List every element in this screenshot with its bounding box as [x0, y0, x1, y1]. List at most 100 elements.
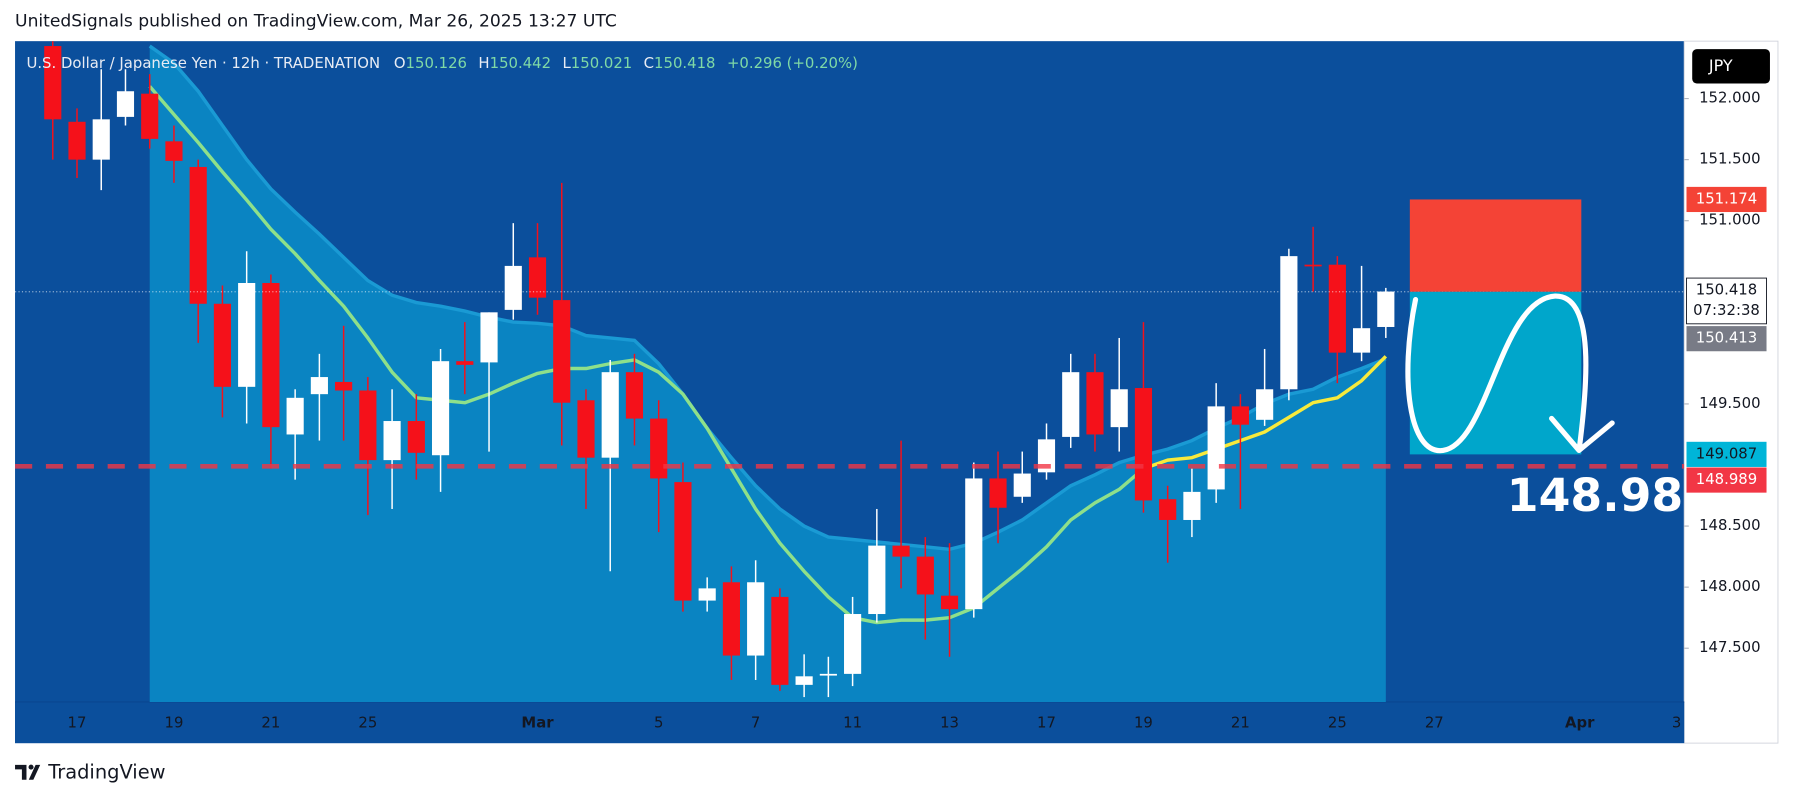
x-tick-label: 21 — [1231, 714, 1250, 732]
candle-body — [1159, 499, 1177, 520]
y-tick-label: 148.500 — [1699, 516, 1760, 534]
candle-body — [310, 377, 328, 395]
candle-body — [1256, 389, 1274, 420]
band-edge — [148, 44, 1387, 552]
symbol-legend: U.S. Dollar / Japanese Yen · 12h · TRADE… — [26, 54, 857, 72]
countdown-label: 07:32:38 — [1693, 301, 1760, 319]
logo-dot — [28, 764, 34, 770]
candle-body — [819, 673, 837, 676]
candle-body — [92, 119, 110, 160]
level-price-label: 148.989 — [1696, 470, 1757, 488]
last-price-box — [1686, 277, 1767, 325]
candle-body — [1280, 256, 1298, 390]
candle-body — [528, 257, 547, 298]
candle-body — [44, 46, 62, 120]
axes-layer: 152.000 151.500 151.000 149.500 148.500 148.0… — [68, 89, 1767, 732]
candle-body — [916, 556, 934, 595]
candle-body — [940, 595, 959, 610]
brand-name: TradingView — [47, 760, 165, 783]
x-tick-label: 17 — [68, 714, 87, 732]
candle-body — [189, 166, 207, 304]
last-price-label: 150.418 — [1696, 281, 1757, 299]
x-tick-label: 21 — [261, 714, 280, 732]
symbol-name: U.S. Dollar / Japanese Yen · 12h · TRADE… — [26, 54, 380, 72]
candle-body — [238, 283, 256, 387]
currency-badge[interactable] — [1692, 49, 1770, 84]
candle-body — [1304, 264, 1322, 267]
y-tick-label: 151.500 — [1699, 150, 1760, 168]
candle-body — [650, 418, 668, 479]
currency-label: JPY — [1708, 56, 1733, 75]
candle-body — [625, 372, 644, 419]
candle-body — [407, 421, 425, 453]
candle-body — [480, 312, 498, 363]
candle-body — [456, 361, 474, 365]
moving-average — [1142, 355, 1388, 471]
candle-body — [771, 596, 789, 685]
candle-body — [116, 91, 135, 117]
candle-body — [747, 582, 765, 656]
candle-body — [553, 300, 571, 403]
x-tick-label: 13 — [940, 714, 959, 732]
candle-body — [795, 676, 813, 685]
candle-body — [601, 372, 619, 458]
x-tick-label: 5 — [654, 714, 663, 732]
candle-body — [965, 478, 983, 610]
logo-icon — [15, 764, 41, 780]
candle-body — [1110, 389, 1128, 428]
target-price-label-box — [1686, 441, 1767, 467]
price-axis — [1683, 40, 1779, 744]
candle-body — [1328, 264, 1346, 353]
candle-body — [1353, 328, 1371, 353]
x-tick-label: Mar — [521, 714, 554, 732]
candle-body — [674, 482, 692, 601]
x-tick-label: Apr — [1565, 714, 1595, 732]
x-tick-label: 25 — [1328, 714, 1347, 732]
candle-body — [431, 361, 450, 456]
stop-zone — [1409, 199, 1582, 292]
level-price-label-box — [1686, 467, 1767, 493]
candle-body — [868, 545, 886, 615]
time-axis — [15, 701, 1685, 744]
ohlc-value: 150.442 — [490, 54, 551, 72]
ohlc-value: 150.418 — [654, 54, 715, 72]
candle-body — [504, 265, 522, 310]
drawn-arrow — [1405, 293, 1615, 454]
stop-price-label-box — [1686, 186, 1767, 213]
bid-price-label-box — [1686, 326, 1767, 352]
candle-body — [989, 478, 1007, 508]
candle-body — [1377, 291, 1395, 327]
y-tick-label: 148.000 — [1699, 577, 1760, 595]
x-tick-label: 19 — [1134, 714, 1153, 732]
bid-price-label: 150.413 — [1696, 329, 1757, 347]
candle-body — [165, 141, 183, 161]
candle-body — [213, 303, 232, 387]
candle-body — [698, 588, 716, 601]
candle-body — [262, 283, 280, 428]
candle-body — [722, 582, 740, 656]
x-tick-label: 7 — [751, 714, 760, 732]
x-tick-label: 19 — [164, 714, 183, 732]
candle-body — [1231, 406, 1249, 425]
x-tick-label: 11 — [843, 714, 862, 732]
candle-body — [286, 397, 304, 435]
candle-body — [1207, 406, 1225, 490]
candle-body — [577, 400, 595, 458]
y-tick-label: 149.500 — [1699, 394, 1760, 412]
level-annotation: 148.98 — [1507, 469, 1683, 522]
y-tick-label: 151.000 — [1699, 211, 1760, 229]
candle-body — [359, 390, 377, 461]
candle-body — [1013, 473, 1031, 497]
candle-body — [1062, 372, 1080, 437]
change: +0.296 (+0.20%) — [727, 54, 858, 72]
candle-body — [68, 121, 86, 160]
stop-price-label: 151.174 — [1696, 189, 1757, 207]
target-price-label: 149.087 — [1696, 444, 1757, 462]
candle-body — [1134, 388, 1153, 501]
ohlc-label: H — [478, 54, 489, 72]
brand-logo: TradingView — [15, 760, 166, 783]
x-tick-label: 25 — [358, 714, 377, 732]
candle-body — [892, 545, 910, 557]
